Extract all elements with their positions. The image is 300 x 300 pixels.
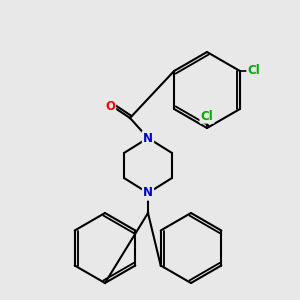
Text: Cl: Cl bbox=[201, 110, 213, 122]
Text: N: N bbox=[143, 187, 153, 200]
Text: O: O bbox=[105, 100, 115, 112]
Text: Cl: Cl bbox=[248, 64, 260, 77]
Text: N: N bbox=[143, 131, 153, 145]
